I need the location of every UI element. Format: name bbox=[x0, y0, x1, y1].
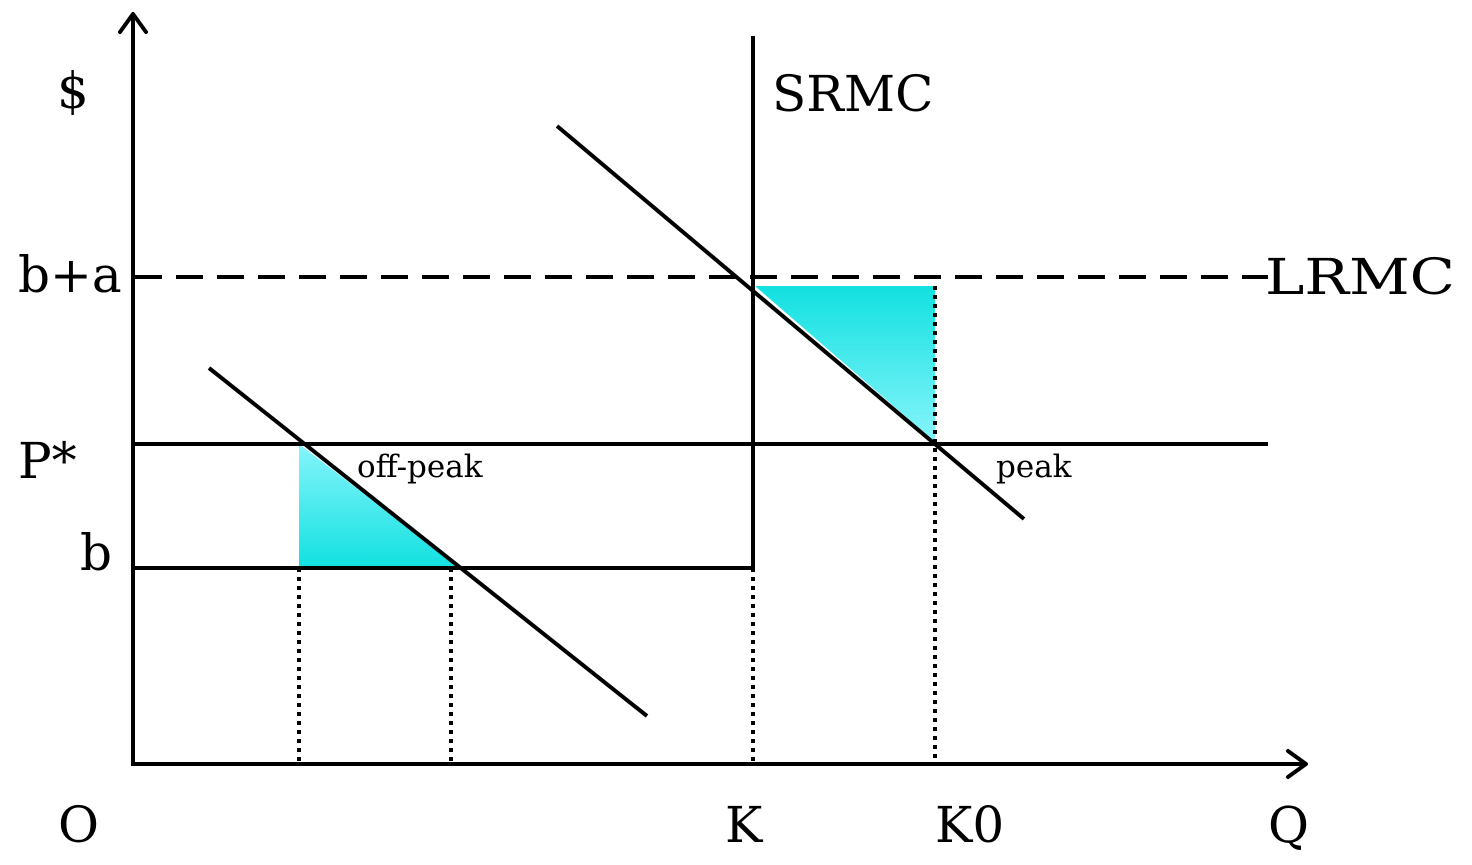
capacity-k-label: K bbox=[725, 796, 764, 854]
y-axis-arrowhead bbox=[118, 12, 148, 34]
origin-label: O bbox=[58, 796, 99, 854]
price-b-label: b bbox=[80, 524, 112, 582]
off-peak-label: off-peak bbox=[357, 449, 483, 485]
price-p-star-label: P* bbox=[18, 432, 77, 490]
srmc-label: SRMC bbox=[772, 65, 933, 123]
x-axis-arrowhead bbox=[1286, 749, 1308, 779]
peak-label: peak bbox=[996, 449, 1072, 485]
off-peak-demand-curve bbox=[207, 366, 649, 718]
lrmc-label: LRMC bbox=[1265, 248, 1455, 306]
peak-shaded-triangle bbox=[755, 286, 935, 442]
price-b-plus-a-label: b+a bbox=[18, 246, 122, 304]
y-axis-label: $ bbox=[57, 62, 89, 120]
capacity-k0-label: K0 bbox=[935, 796, 1004, 854]
peak-demand-curve bbox=[555, 124, 1026, 521]
x-axis-label: Q bbox=[1268, 796, 1309, 854]
